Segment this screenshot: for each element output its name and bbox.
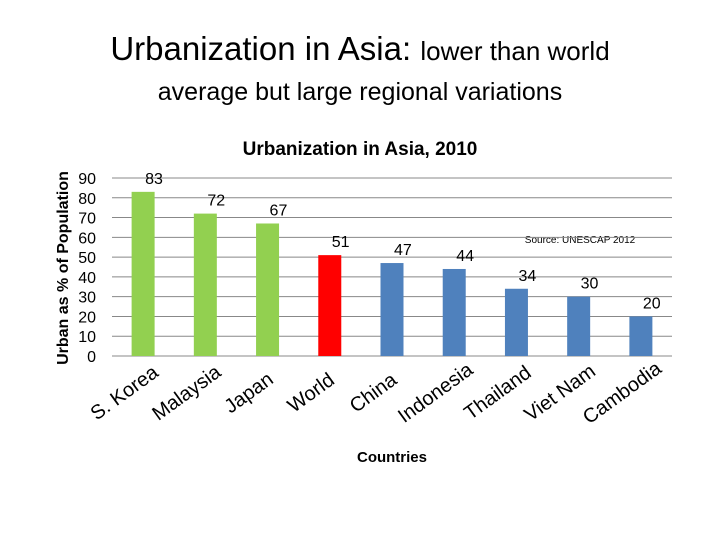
- bar-china: [380, 263, 404, 356]
- y-tick-label: 30: [78, 290, 96, 307]
- data-label: 67: [270, 202, 288, 219]
- slide-title-main-small-text: lower than world: [420, 36, 610, 66]
- y-tick-label: 20: [78, 309, 96, 326]
- slide-title-main-text: Urbanization in Asia:: [110, 30, 412, 67]
- y-axis-label: Urban as % of Population: [55, 171, 72, 365]
- data-label: 20: [643, 295, 661, 312]
- bar-japan: [256, 223, 280, 356]
- x-axis-label: Countries: [357, 449, 427, 466]
- data-label: 34: [518, 268, 536, 285]
- bar-s-korea: [131, 191, 155, 356]
- slide-subtitle: average but large regional variations: [157, 78, 563, 106]
- y-tick-label: 50: [78, 250, 96, 267]
- bar-indonesia: [442, 268, 466, 356]
- slide-title: Urbanization in Asia: lower than world: [0, 30, 720, 68]
- y-tick-label: 90: [78, 171, 96, 188]
- data-label: 51: [332, 234, 350, 251]
- y-tick-label: 0: [87, 349, 96, 366]
- x-tick-label: Indonesia: [394, 358, 478, 427]
- y-tick-label: 70: [78, 211, 96, 228]
- data-label: 44: [456, 248, 474, 265]
- data-label: 72: [207, 193, 225, 210]
- x-tick-label: Malaysia: [148, 361, 225, 426]
- bar-world: [318, 255, 342, 356]
- data-label: 47: [394, 242, 412, 259]
- x-tick-label: World: [284, 369, 339, 417]
- bar-viet-nam: [567, 296, 591, 356]
- source-annotation: Source: UNESCAP 2012: [525, 235, 636, 246]
- y-tick-label: 80: [78, 191, 96, 208]
- bar-cambodia: [629, 316, 653, 356]
- x-tick-label: S. Korea: [87, 361, 164, 425]
- y-tick-label: 40: [78, 270, 96, 287]
- data-label: 30: [581, 276, 599, 293]
- bar-malaysia: [193, 213, 217, 356]
- y-tick-label: 10: [78, 329, 96, 346]
- y-tick-label: 60: [78, 230, 96, 247]
- chart-title: Urbanization in Asia, 2010: [243, 139, 478, 160]
- x-tick-label: Japan: [221, 368, 278, 418]
- data-label: 83: [145, 171, 163, 188]
- bar-thailand: [504, 288, 528, 356]
